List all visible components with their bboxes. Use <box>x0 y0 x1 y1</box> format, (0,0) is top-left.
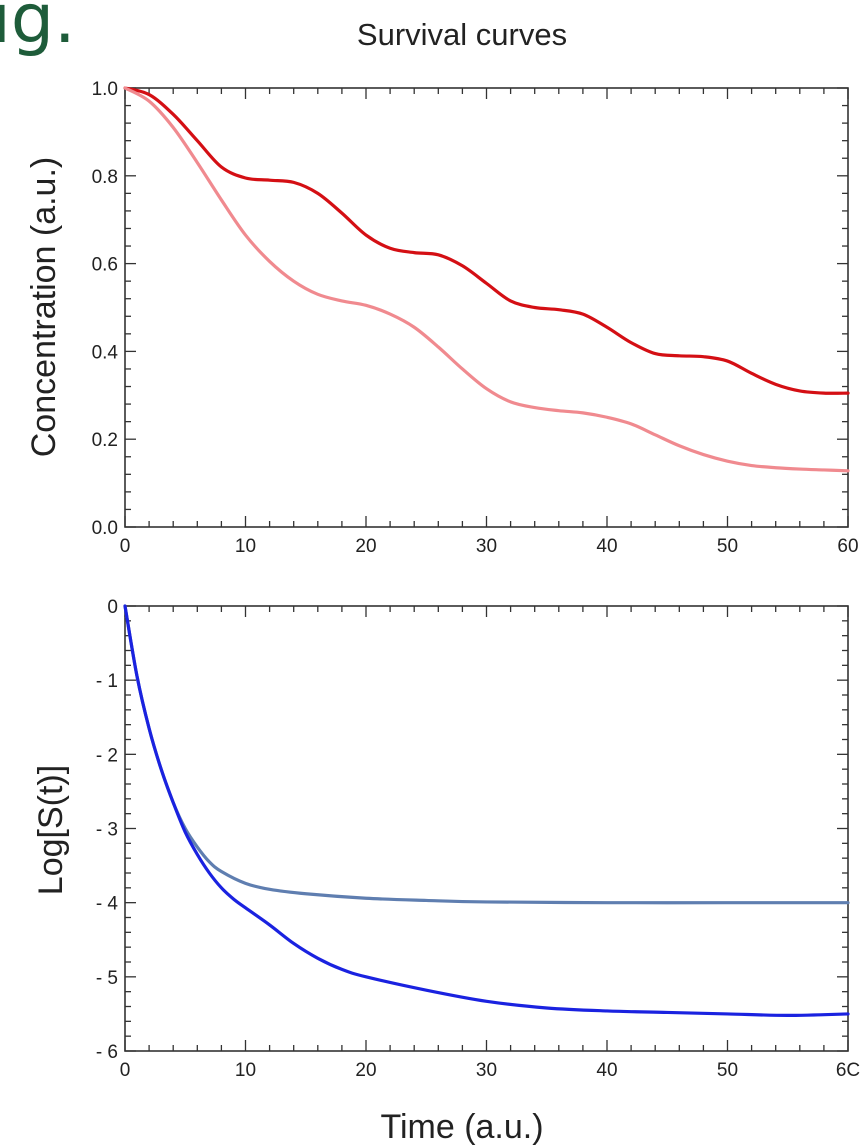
concentration-x-tick-labels: 0 10 20 30 40 50 60 <box>120 536 859 557</box>
log-survival-y-tick-label: - 6 <box>96 1042 118 1063</box>
blue-curve <box>123 604 850 1017</box>
log-survival-plot: 0 10 20 30 40 50 6C 0 - 1 - 2 - 3 - 4 - 5 - 6 Log[S(… <box>32 597 860 1146</box>
light-red-curve <box>123 86 850 473</box>
concentration-plot-ticks <box>124 87 849 528</box>
dark-red-curve <box>123 86 850 395</box>
log-survival-series <box>123 604 850 1017</box>
log-survival-y-tick-labels: 0 - 1 - 2 - 3 - 4 - 5 - 6 <box>96 597 119 1063</box>
time-x-axis-title: Time (a.u.) <box>380 1108 543 1146</box>
log-survival-y-tick-label: - 2 <box>96 745 118 766</box>
concentration-x-tick-label: 0 <box>120 536 131 557</box>
log-survival-x-tick-labels: 0 10 20 30 40 50 6C <box>120 1060 860 1081</box>
log-survival-x-tick-label: 40 <box>596 1060 617 1081</box>
concentration-plot: 0 10 20 30 40 50 60 0.0 0.2 0.4 0.6 0.8 1.0 Concent… <box>25 79 859 557</box>
concentration-y-tick-label: 0.0 <box>92 518 118 539</box>
log-survival-x-tick-label: 30 <box>476 1060 497 1081</box>
log-survival-x-tick-label: 10 <box>235 1060 256 1081</box>
log-survival-x-tick-label: 6C <box>836 1060 860 1081</box>
log-survival-x-tick-label: 0 <box>120 1060 131 1081</box>
concentration-x-tick-label: 40 <box>596 536 617 557</box>
concentration-y-tick-label: 0.2 <box>92 430 118 451</box>
concentration-y-axis-title: Concentration (a.u.) <box>25 157 63 458</box>
concentration-series <box>123 86 850 473</box>
concentration-x-tick-label: 10 <box>235 536 256 557</box>
log-survival-y-tick-label: - 4 <box>96 894 119 915</box>
log-survival-plot-frame <box>124 605 849 1052</box>
concentration-x-tick-label: 50 <box>717 536 738 557</box>
figure-title: Survival curves <box>357 17 567 52</box>
concentration-x-tick-label: 20 <box>355 536 376 557</box>
concentration-y-tick-label: 0.6 <box>92 255 118 276</box>
concentration-y-tick-label: 0.4 <box>92 342 119 363</box>
log-survival-y-axis-title: Log[S(t)] <box>32 765 70 895</box>
log-survival-x-tick-label: 50 <box>717 1060 738 1081</box>
concentration-y-tick-label: 0.8 <box>92 167 118 188</box>
log-survival-y-tick-label: - 5 <box>96 968 118 989</box>
concentration-plot-frame <box>124 87 849 528</box>
concentration-y-tick-label: 1.0 <box>92 79 118 100</box>
log-survival-y-tick-label: - 3 <box>96 820 118 841</box>
slate-blue-curve <box>123 604 850 905</box>
log-survival-y-tick-label: 0 <box>107 597 118 618</box>
corner-text: ig. <box>0 0 76 59</box>
concentration-y-tick-labels: 0.0 0.2 0.4 0.6 0.8 1.0 <box>92 79 119 539</box>
concentration-x-tick-label: 30 <box>476 536 497 557</box>
log-survival-y-tick-label: - 1 <box>96 671 118 692</box>
concentration-x-tick-label: 60 <box>837 536 858 557</box>
log-survival-x-tick-label: 20 <box>355 1060 376 1081</box>
log-survival-plot-ticks <box>124 605 849 1052</box>
